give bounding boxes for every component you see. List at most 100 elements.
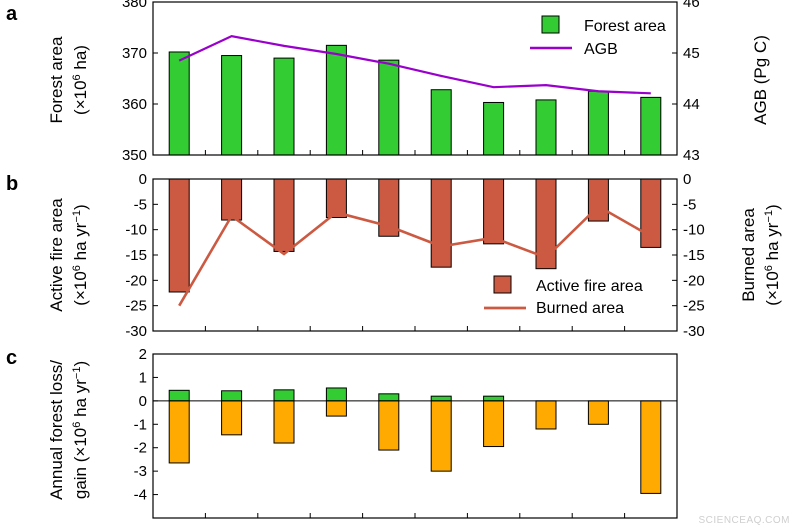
y2-tick-label: 46 xyxy=(683,0,700,11)
y-tick-label: 370 xyxy=(122,45,147,62)
y2-axis-label-part: 6 xyxy=(763,265,775,271)
forest-gain-bar xyxy=(430,395,452,402)
y-axis-label-part: 6 xyxy=(71,422,83,428)
y2-tick-label: -30 xyxy=(683,323,705,340)
y-axis-label: Forest area (×106 ha) xyxy=(47,36,90,123)
active-fire-area-bar xyxy=(430,178,452,268)
forest-gain-bar xyxy=(221,390,243,402)
y-axis-label-part: ha yr xyxy=(71,222,90,265)
active-fire-area-bar xyxy=(221,178,243,221)
y2-tick-label: 0 xyxy=(683,171,691,188)
y2-tick-label: 45 xyxy=(683,45,700,62)
forest-area-bar xyxy=(325,44,347,156)
forest-area-bar xyxy=(430,89,452,156)
y-axis-label-part: gain (×10 xyxy=(71,428,90,499)
y2-tick-label: 44 xyxy=(683,96,700,113)
y-axis-label: Active fire area (×106 ha yr−1) xyxy=(47,198,90,312)
y-axis-label-part: ha yr xyxy=(71,379,90,422)
y-axis-label-part: (×10 xyxy=(71,80,90,115)
y-tick-label: -30 xyxy=(125,323,147,340)
y-tick-label: 1 xyxy=(139,369,147,386)
y-axis-label-line1: Annual forest loss/ xyxy=(47,360,66,500)
active-fire-area-bar xyxy=(640,178,662,248)
y-axis-label-part: ) xyxy=(71,204,90,210)
forest-area-bar xyxy=(378,59,400,156)
forest-loss-bar xyxy=(221,400,243,436)
y-tick-label: 380 xyxy=(122,0,147,11)
forest-loss-bar xyxy=(483,400,505,448)
forest-gain-bar xyxy=(325,387,347,402)
burned-area-line xyxy=(178,204,652,307)
y2-axis-label-part: ha yr xyxy=(763,222,782,265)
forest-loss-bar xyxy=(535,400,557,430)
forest-gain-bar xyxy=(378,393,400,402)
y2-axis-label-line1: Burned area xyxy=(739,208,758,302)
y2-tick-label: -25 xyxy=(683,298,705,315)
legend-agb-label: AGB xyxy=(584,41,618,58)
watermark: SCIENCEAQ.COM xyxy=(698,515,790,526)
forest-area-bar xyxy=(221,55,243,156)
panel-letter-a: a xyxy=(6,3,18,25)
y-axis-label-line2: (×106 ha) xyxy=(71,45,90,115)
y2-tick-label: 43 xyxy=(683,147,700,164)
forest-loss-bar xyxy=(640,400,662,494)
y-tick-label: -25 xyxy=(125,298,147,315)
y-tick-label: 0 xyxy=(139,393,147,410)
y-axis-label-line1: Forest area xyxy=(47,36,66,123)
y-tick-label: 360 xyxy=(122,96,147,113)
y2-axis-label-line2: (×106 ha yr−1) xyxy=(763,204,782,305)
forest-loss-bar xyxy=(168,400,190,464)
forest-area-bar xyxy=(273,57,295,156)
legend-active-fire-swatch xyxy=(493,275,512,294)
y-tick-label: 350 xyxy=(122,147,147,164)
legend-forest-area-swatch xyxy=(541,15,560,34)
y-tick-label: -10 xyxy=(125,222,147,239)
y-tick-label: -20 xyxy=(125,272,147,289)
y-axis-label-part: (×10 xyxy=(71,271,90,306)
y-axis-label: Annual forest loss/gain (×106 ha yr−1) xyxy=(47,360,90,500)
y-axis-label-part: ha) xyxy=(71,45,90,74)
y-tick-label: -1 xyxy=(134,416,147,433)
forest-area-bar xyxy=(535,99,557,156)
plot-frame xyxy=(152,353,678,519)
y2-tick-label: -5 xyxy=(683,196,696,213)
agb-line xyxy=(178,35,651,95)
y2-axis-label-part: ) xyxy=(763,204,782,210)
legend-active-fire-label: Active fire area xyxy=(536,278,643,295)
forest-gain-bar xyxy=(168,389,190,402)
y2-axis-label-part: (×10 xyxy=(763,271,782,306)
panel-a: 350 360 370 380 43 44 45 46 Forest area AGB Forest… xyxy=(6,0,770,164)
forest-area-bar xyxy=(168,51,190,156)
forest-gain-bar xyxy=(483,395,505,402)
y-tick-label: -3 xyxy=(134,463,147,480)
forest-loss-bar xyxy=(587,400,609,425)
y2-axis-label-part: −1 xyxy=(763,210,775,223)
forest-gain-bar xyxy=(273,389,295,402)
y-tick-label: -4 xyxy=(134,487,147,504)
y-tick-label: -2 xyxy=(134,440,147,457)
forest-loss-bar xyxy=(325,400,347,417)
active-fire-area-bar xyxy=(483,178,505,245)
y2-tick-label: -20 xyxy=(683,272,705,289)
y2-axis-label: Burned area (×106 ha yr−1) xyxy=(739,204,782,305)
legend-burned-area-label: Burned area xyxy=(536,300,624,317)
active-fire-area-bar xyxy=(168,178,190,293)
y-axis-label-line2: (×106 ha yr−1) xyxy=(71,204,90,305)
forest-area-bar xyxy=(483,101,505,156)
y-axis-label-part: 6 xyxy=(71,74,83,80)
y-tick-label: 2 xyxy=(139,346,147,363)
y-axis-label-part: −1 xyxy=(71,210,83,223)
y2-tick-label: -15 xyxy=(683,247,705,264)
forest-loss-bar xyxy=(430,400,452,472)
forest-loss-bar xyxy=(378,400,400,451)
y-tick-label: 0 xyxy=(139,171,147,188)
forest-area-bar xyxy=(640,96,662,156)
y2-axis-label: AGB (Pg C) xyxy=(751,35,770,125)
panel-b: 0 -5 -10 -15 -20 -25 -30 0 -5 -10 -15 -20 -25 -30 Acti… xyxy=(6,171,782,340)
forest-loss-bar xyxy=(273,400,295,444)
panel-c: 2 1 0 -1 -2 -3 -4 Annual forest loss/gain (×106… xyxy=(6,346,678,519)
y-tick-label: -5 xyxy=(134,196,147,213)
y-axis-label-line2: gain (×106 ha yr−1) xyxy=(71,361,90,499)
panel-letter-c: c xyxy=(6,347,17,369)
